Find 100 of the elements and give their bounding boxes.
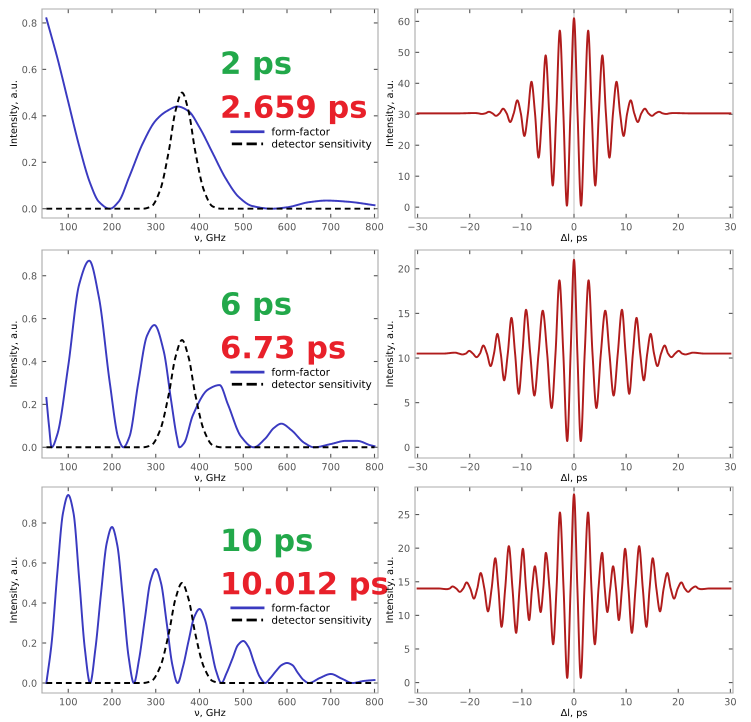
x-tick-label: 100 [60,223,77,230]
x-tick-label: 400 [190,463,208,470]
annotation: 10 ps [224,528,312,558]
x-tick-label: −20 [460,223,480,230]
x-tick-label: −10 [512,223,532,230]
y-tick-label: 20 [398,544,410,552]
y-tick-label: 60 [398,18,410,26]
x-tick-label: 200 [103,463,121,470]
y-tick-label: 10 [398,172,410,180]
legend-label: detector sensitivity [272,616,372,626]
annotation: 6.73 ps [222,336,345,365]
x-tick-label: 300 [147,223,164,230]
x-tick-label: 30 [724,223,736,230]
y-tick-label: 0.0 [22,444,36,452]
x-tick-label: 20 [672,223,684,230]
x-tick-label: 30 [724,698,736,706]
y-tick-label: 25 [398,511,410,518]
x-tick-label: −10 [512,463,532,470]
y-tick-label: 15 [398,578,410,586]
x-tick-label: 800 [366,463,384,470]
y-axis-title: Intensity, a.u. [9,322,19,386]
legend-label: detector sensitivity [272,140,372,150]
x-tick-label: −30 [408,698,428,706]
y-tick-label: 0.8 [22,19,36,27]
y-tick-label: 0.0 [22,205,36,213]
y-tick-label: 20 [398,265,410,273]
y-tick-label: 0.2 [22,158,36,166]
y-tick-label: 0.2 [22,400,36,408]
annotation: 6 ps [222,292,291,321]
x-tick-label: 100 [60,463,77,470]
y-tick-label: 15 [398,310,410,318]
x-axis-title: ν, GHz [194,708,226,718]
x-tick-label: −30 [408,463,428,470]
x-tick-label: −20 [460,463,480,470]
y-tick-label: 5 [404,399,410,406]
y-tick-label: 0 [404,444,410,452]
y-tick-label: 30 [398,110,410,118]
y-tick-label: 10 [398,354,410,362]
x-tick-label: 0 [572,698,576,706]
x-tick-label: 200 [103,223,121,230]
y-tick-label: 0.4 [22,358,37,366]
x-axis-title: Δl, ps [560,234,587,244]
y-tick-label: 0 [404,679,410,686]
y-axis-title: Intensity, a.u. [386,322,395,386]
legend-label: form-factor [272,127,330,136]
x-tick-label: 300 [147,463,164,470]
y-axis-title: Intensity, a.u. [386,558,395,622]
x-tick-label: 20 [672,463,684,470]
x-tick-label: 300 [147,698,164,706]
y-tick-label: 40 [398,80,410,88]
y-tick-label: 0.6 [22,66,37,74]
x-tick-label: 30 [724,463,736,470]
x-tick-label: 500 [234,463,252,470]
x-tick-label: 800 [366,223,384,230]
x-tick-label: 700 [322,223,340,230]
x-tick-label: 0 [572,223,576,230]
y-tick-label: 20 [398,142,410,150]
x-tick-label: 600 [278,698,296,706]
y-tick-label: 10 [398,612,410,620]
y-tick-label: 0.8 [22,519,36,527]
x-tick-label: 10 [621,223,632,230]
annotation: 2 ps [222,51,291,80]
y-tick-label: 0.4 [22,599,37,607]
x-tick-label: 800 [366,698,384,706]
annotation: 2.659 ps [222,95,366,124]
x-tick-label: −10 [512,698,532,706]
x-tick-label: 400 [190,223,208,230]
x-tick-label: 600 [278,223,296,230]
y-tick-label: 0.6 [22,559,37,567]
legend-label: form-factor [272,604,330,612]
x-tick-label: −20 [460,698,480,706]
legend-label: form-factor [272,368,330,376]
legend-label: detector sensitivity [272,380,372,390]
x-axis-title: Δl, ps [560,708,587,718]
x-tick-label: 20 [672,698,684,706]
x-tick-label: 700 [322,463,340,470]
y-tick-label: 0.4 [22,112,37,120]
x-axis-title: ν, GHz [194,474,226,482]
y-tick-label: 0.8 [22,272,36,280]
x-tick-label: 400 [190,698,208,706]
y-axis-title: Intensity, a.u. [9,558,19,622]
y-axis-title: Intensity, a.u. [386,81,395,146]
x-tick-label: 200 [103,698,121,706]
y-tick-label: 0.2 [22,639,36,647]
x-tick-label: −30 [408,223,428,230]
x-axis-title: ν, GHz [194,234,226,242]
x-tick-label: 0 [572,463,576,470]
y-tick-label: 50 [398,48,410,56]
y-tick-label: 5 [404,646,410,653]
x-tick-label: 600 [278,463,296,470]
annotation: 10.012 ps [224,572,388,601]
x-tick-label: 100 [60,698,77,706]
x-axis-title: Δl, ps [560,474,587,484]
x-tick-label: 10 [621,463,632,470]
x-tick-label: 500 [234,698,252,706]
x-tick-label: 700 [322,698,340,706]
y-axis-title: Intensity, a.u. [9,81,19,146]
y-tick-label: 0.0 [22,679,36,687]
y-tick-label: 0.6 [22,315,37,322]
x-tick-label: 10 [621,698,632,706]
